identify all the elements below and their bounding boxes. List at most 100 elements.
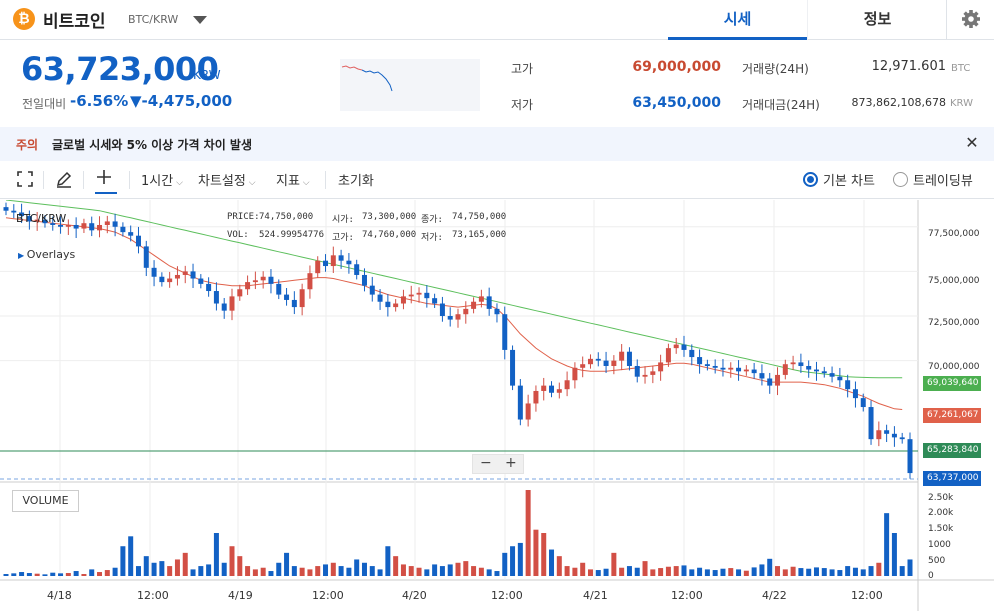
candle — [447, 316, 453, 320]
price-axis-label: 77,500,000 — [928, 229, 980, 239]
candle — [190, 271, 196, 279]
candle — [120, 226, 126, 233]
indicator-dropdown[interactable]: 지표 ⌵ — [276, 174, 310, 189]
volume-bar — [151, 562, 157, 576]
chart-settings-dropdown[interactable]: 차트설정 ⌵ — [198, 174, 256, 189]
candle — [541, 385, 547, 391]
volume-bar — [11, 573, 17, 576]
volume-bar — [751, 567, 757, 576]
volume-bar — [104, 570, 110, 576]
candle — [400, 296, 406, 304]
candle — [876, 430, 882, 440]
volume-bar — [845, 566, 851, 576]
candle — [432, 298, 438, 304]
basic-chart-label[interactable]: 기본 차트 — [823, 174, 875, 189]
candle — [712, 365, 718, 368]
notice-banner: 주의 글로벌 시세와 5% 이상 가격 차이 발생 ✕ — [0, 127, 994, 161]
volume-bar — [89, 569, 95, 576]
time-axis-label: 4/21 — [583, 589, 608, 602]
time-axis-label: 4/19 — [228, 589, 253, 602]
candle — [19, 212, 25, 217]
settings-gear-icon[interactable] — [946, 0, 994, 40]
candle — [58, 224, 64, 227]
coin-name[interactable]: 비트코인 — [43, 12, 106, 32]
zoom-out-button[interactable]: − — [480, 455, 492, 471]
volume-bar — [81, 574, 87, 576]
volume-bar — [681, 565, 687, 576]
volume-bar — [58, 573, 64, 576]
candle — [167, 278, 173, 283]
basic-chart-radio[interactable] — [803, 172, 818, 187]
chevron-down-icon[interactable] — [193, 16, 207, 24]
close-icon[interactable]: ✕ — [965, 133, 979, 152]
candle — [821, 371, 827, 374]
candle — [268, 276, 274, 284]
volume-bar — [891, 533, 897, 576]
reset-button[interactable]: 초기화 — [338, 174, 374, 189]
tradingview-radio[interactable] — [893, 172, 908, 187]
candle — [416, 292, 422, 295]
volume-bar — [868, 566, 874, 576]
time-axis-label: 4/20 — [402, 589, 427, 602]
volume-bar — [252, 569, 258, 576]
tradingview-label[interactable]: 트레이딩뷰 — [913, 174, 973, 189]
tab-info[interactable]: 정보 — [807, 0, 947, 40]
chart-canvas[interactable] — [0, 199, 994, 611]
zoom-in-button[interactable]: + — [505, 455, 517, 471]
fullscreen-icon[interactable] — [16, 170, 34, 192]
high-label: 고가 — [511, 62, 534, 76]
candle — [790, 362, 796, 365]
ohlc-open-label: 시가: — [332, 215, 354, 225]
change-rate: -6.56% — [70, 92, 129, 110]
candle — [252, 280, 258, 283]
volume-bar — [447, 564, 453, 576]
candle — [213, 291, 219, 304]
candle — [564, 380, 570, 390]
volume-bar — [167, 566, 173, 576]
volume-unit: BTC — [951, 63, 971, 74]
price-chart[interactable]: BTC/KRW ▶ Overlays PRICE: 74,750,000 VOL… — [0, 199, 994, 611]
draw-pencil-icon[interactable] — [55, 170, 73, 192]
candle — [759, 373, 765, 379]
current-price-tag: 63,737,000 — [923, 471, 981, 486]
candle — [868, 407, 874, 440]
candle — [361, 274, 367, 286]
candle — [806, 365, 812, 370]
volume-bar — [720, 568, 726, 576]
volume-bar — [237, 556, 243, 576]
candle — [385, 301, 391, 308]
volume-bar — [307, 569, 313, 576]
candle — [884, 430, 890, 434]
volume-bar — [198, 566, 204, 576]
candle — [611, 360, 617, 366]
volume-bar — [97, 572, 103, 576]
hline-tag: 65,283,840 — [923, 443, 981, 458]
candle — [237, 289, 243, 297]
candle — [595, 358, 601, 361]
candle — [229, 296, 235, 311]
candle — [603, 360, 609, 366]
crosshair-icon[interactable] — [95, 168, 117, 194]
candle — [650, 371, 656, 375]
low-label: 저가 — [511, 98, 534, 112]
candle — [369, 285, 375, 295]
candle — [899, 437, 905, 440]
candle — [408, 294, 414, 297]
coin-pair[interactable]: BTC/KRW — [128, 13, 179, 26]
candle — [245, 282, 251, 290]
change-amount: ▼-4,475,000 — [130, 92, 233, 110]
volume-bar — [120, 546, 126, 576]
volume-bar — [276, 562, 282, 576]
volume-bar — [767, 558, 773, 576]
ohlc-close-label: 종가: — [421, 215, 443, 225]
volume-bar — [400, 564, 406, 576]
volume-bar — [821, 568, 827, 576]
tab-price[interactable]: 시세 — [668, 0, 807, 40]
interval-dropdown[interactable]: 1시간 ⌵ — [141, 174, 183, 189]
volume-bar — [385, 546, 391, 576]
price-unit: KRW — [193, 68, 221, 82]
overlays-toggle[interactable]: ▶ Overlays — [18, 248, 76, 261]
volume-bar — [190, 569, 196, 576]
top-bar: ₿ 비트코인 BTC/KRW 시세 정보 — [0, 0, 994, 40]
candle — [455, 314, 461, 320]
